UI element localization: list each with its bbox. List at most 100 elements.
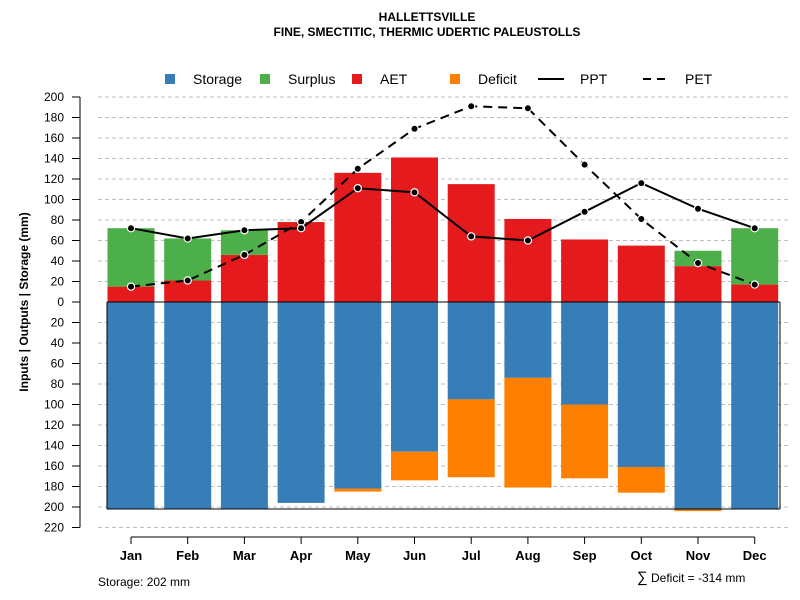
y-tick-label: 140 <box>44 439 64 453</box>
y-tick-label: 60 <box>51 357 65 371</box>
pet-point <box>240 250 249 260</box>
ppt-point <box>296 223 306 233</box>
x-tick-label: Dec <box>743 548 767 563</box>
legend-aet-swatch <box>352 74 362 84</box>
bar-aet <box>674 266 722 302</box>
bar-storage <box>447 302 495 400</box>
legend-pet-label: PET <box>685 71 713 87</box>
legend-ppt-label: PPT <box>580 71 608 87</box>
x-tick-label: Apr <box>290 548 312 563</box>
pet-point <box>183 276 192 285</box>
ppt-point <box>467 232 476 241</box>
bar-storage <box>220 302 268 510</box>
y-tick-label: 60 <box>51 234 65 248</box>
legend-storage-label: Storage <box>193 71 242 87</box>
bar-storage <box>617 302 665 468</box>
pet-point <box>467 102 476 111</box>
chart-subtitle: FINE, SMECTITIC, THERMIC UDERTIC PALEUST… <box>274 25 581 39</box>
y-tick-label: 200 <box>44 90 64 104</box>
y-axis-label: Inputs | Outputs | Storage (mm) <box>17 212 31 391</box>
ppt-point <box>637 178 646 188</box>
legend: Storage Surplus AET Deficit PPT PET <box>165 71 713 87</box>
pet-point <box>126 282 136 291</box>
y-tick-label: 200 <box>44 500 64 514</box>
bar-deficit <box>561 404 609 479</box>
y-tick-label: 20 <box>51 275 65 289</box>
y-tick-label: 80 <box>51 377 65 391</box>
bar-aet <box>334 172 382 302</box>
y-tick-label: 40 <box>51 254 65 268</box>
bar-storage <box>504 302 552 378</box>
y-tick-label: 20 <box>51 316 65 330</box>
y-tick-label: 120 <box>44 172 64 186</box>
ppt-point <box>183 234 192 243</box>
bar-storage <box>674 302 722 510</box>
x-tick-label: Oct <box>630 548 652 563</box>
ppt-point <box>353 184 362 193</box>
y-tick-label: 40 <box>51 336 65 350</box>
pet-point <box>410 124 419 133</box>
ppt-point <box>240 226 249 235</box>
bar-deficit <box>504 377 552 488</box>
y-tick-label: 120 <box>44 418 64 432</box>
x-tick-label: Aug <box>515 548 540 563</box>
bar-deficit <box>617 467 665 493</box>
ppt-point <box>126 223 136 233</box>
ppt-point <box>580 207 589 216</box>
bar-storage <box>334 302 382 489</box>
x-tick-label: Sep <box>573 548 597 563</box>
y-tick-label: 160 <box>44 459 64 473</box>
storage-note: Storage: 202 mm <box>98 575 190 589</box>
legend-aet-label: AET <box>380 71 408 87</box>
pet-point <box>580 160 589 169</box>
y-tick-label: 100 <box>44 193 64 207</box>
y-tick-label: 220 <box>44 521 64 535</box>
bar-storage <box>164 302 212 510</box>
x-tick-label: May <box>345 548 371 563</box>
bar-deficit <box>334 488 382 492</box>
bar-deficit <box>447 399 495 478</box>
legend-deficit-swatch <box>450 74 460 84</box>
y-tick-label: 180 <box>44 480 64 494</box>
pet-point <box>637 214 646 224</box>
legend-storage-swatch <box>165 74 175 84</box>
x-tick-label: Feb <box>176 548 199 563</box>
bar-aet <box>220 254 268 302</box>
bars <box>107 157 779 512</box>
bar-deficit <box>391 451 438 481</box>
y-tick-label: 180 <box>44 111 64 125</box>
bar-aet <box>107 286 155 302</box>
legend-surplus-label: Surplus <box>288 71 335 87</box>
legend-surplus-swatch <box>260 74 270 84</box>
sum-icon: ∑ <box>637 569 648 586</box>
bar-storage <box>731 302 779 510</box>
bar-storage <box>561 302 609 405</box>
pet-line <box>130 105 756 288</box>
x-tick-label: Mar <box>233 548 256 563</box>
x-tick-label: Jul <box>462 548 481 563</box>
legend-deficit-label: Deficit <box>478 71 517 87</box>
bar-storage <box>277 302 325 503</box>
deficit-note: Deficit = -314 mm <box>651 571 745 585</box>
bar-aet <box>277 222 325 302</box>
pet-point <box>353 164 362 173</box>
bar-aet <box>447 184 495 302</box>
x-tick-label: Jun <box>403 548 426 563</box>
ppt-point <box>693 204 703 213</box>
bar-storage <box>391 302 438 452</box>
bar-surplus <box>164 238 212 281</box>
ppt-point <box>523 236 533 245</box>
pet-point <box>693 258 703 268</box>
bar-aet <box>731 284 779 302</box>
lines <box>106 102 781 510</box>
bar-aet <box>164 280 212 302</box>
axes: 2001801601401201008060402002040608010012… <box>44 90 767 563</box>
y-tick-label: 0 <box>57 295 64 309</box>
ppt-point <box>750 223 759 233</box>
y-tick-label: 160 <box>44 131 64 145</box>
x-tick-label: Jan <box>120 548 142 563</box>
bar-aet <box>391 157 438 302</box>
y-tick-label: 80 <box>51 213 65 227</box>
y-tick-label: 100 <box>44 398 64 412</box>
